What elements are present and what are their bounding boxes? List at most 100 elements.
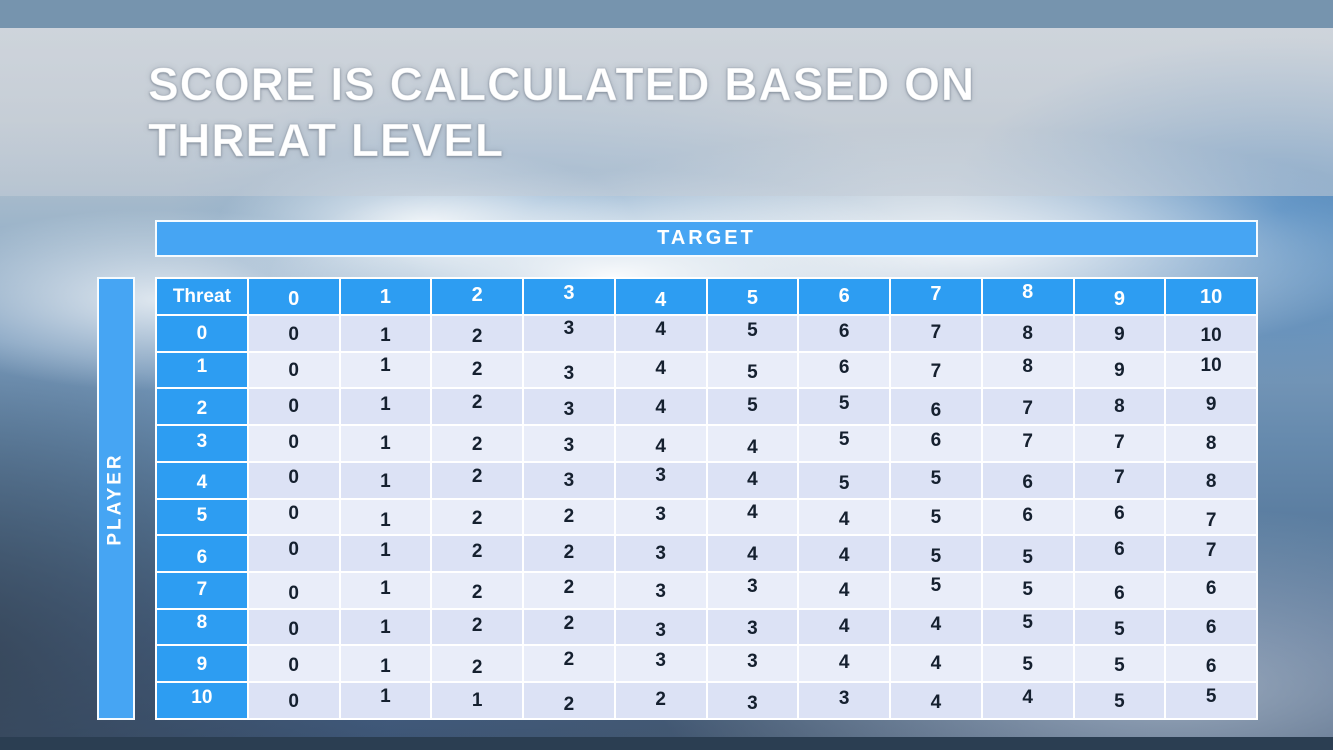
score-cell-text: 3 xyxy=(747,618,758,640)
score-cell-text: 2 xyxy=(563,613,575,635)
score-cell: 2 xyxy=(522,534,616,574)
score-cell: 2 xyxy=(522,607,616,647)
target-label: TARGET xyxy=(657,227,756,249)
score-cell-text: 5 xyxy=(1022,579,1033,601)
col-header: 4 xyxy=(613,277,708,316)
bottom-accent-bar xyxy=(0,737,1333,750)
score-cell: 7 xyxy=(889,350,983,390)
score-cell-text: 5 xyxy=(1205,685,1217,707)
score-cell: 5 xyxy=(889,571,983,610)
score-cell: 4 xyxy=(797,534,891,574)
score-cell: 1 xyxy=(338,681,433,720)
score-cell-text: 3 xyxy=(563,470,575,492)
score-cell-text: 0 xyxy=(288,324,299,346)
score-cell-text: 0 xyxy=(288,654,299,676)
score-cell: 7 xyxy=(1164,497,1258,537)
col-header: 0 xyxy=(246,277,341,316)
table-row: 6 0 1 2 2 3 4 4 5 5 6 7 xyxy=(155,534,1258,574)
score-cell-text: 6 xyxy=(930,399,942,421)
score-cell-text: 0 xyxy=(288,467,299,489)
col-header: 3 xyxy=(522,277,616,316)
score-matrix-table: Threat 0 1 2 3 4 5 6 7 8 9 10 0 0 1 2 3 4 5 6 7 8 9 10 1 0 1 2 3 4 5 6… xyxy=(155,277,1258,720)
score-cell-text: 3 xyxy=(747,692,758,714)
score-cell: 0 xyxy=(246,314,341,353)
score-cell-text: 3 xyxy=(747,576,758,598)
score-cell: 6 xyxy=(1164,644,1258,684)
score-cell-text: 5 xyxy=(747,320,758,342)
col-header: 7 xyxy=(889,277,983,316)
score-cell: 5 xyxy=(797,387,891,427)
score-cell-text: 9 xyxy=(1205,393,1217,415)
score-cell: 1 xyxy=(338,607,433,647)
score-cell-text: 5 xyxy=(930,545,942,567)
col-header: 8 xyxy=(980,277,1075,316)
score-cell-text: 9 xyxy=(1114,360,1125,382)
row-header: 8 xyxy=(155,607,249,647)
score-cell: 9 xyxy=(1164,387,1258,427)
score-cell-text: 5 xyxy=(838,473,850,495)
score-cell: 5 xyxy=(1072,681,1167,720)
score-cell: 6 xyxy=(889,424,983,463)
target-header-bar: TARGET xyxy=(155,220,1258,257)
score-cell-text: 6 xyxy=(1114,538,1125,560)
score-cell-text: 8 xyxy=(1114,395,1125,417)
score-cell-text: 1 xyxy=(380,509,391,531)
score-cell-text: 5 xyxy=(1114,654,1125,676)
score-cell: 0 xyxy=(246,497,341,537)
score-cell: 4 xyxy=(613,424,708,463)
table-row: 8 0 1 2 2 3 3 4 4 5 5 6 xyxy=(155,607,1258,647)
score-cell-text: 3 xyxy=(838,687,850,709)
score-cell-text: 7 xyxy=(930,322,942,344)
score-cell: 4 xyxy=(705,497,800,537)
score-cell: 6 xyxy=(889,387,983,427)
row-header: 5 xyxy=(155,497,249,537)
score-cell: 6 xyxy=(797,350,891,390)
score-cell-text: 5 xyxy=(1022,546,1033,568)
score-cell-text: 5 xyxy=(1114,690,1125,712)
score-cell-text: 4 xyxy=(838,616,850,638)
table-row: 3 0 1 2 3 4 4 5 6 7 7 8 xyxy=(155,424,1258,463)
score-cell-text: 3 xyxy=(747,650,758,672)
score-cell: 6 xyxy=(1164,571,1258,610)
score-cell: 5 xyxy=(889,460,983,500)
score-cell: 4 xyxy=(705,424,800,463)
score-cell-text: 1 xyxy=(380,539,391,561)
score-cell-text: 6 xyxy=(1205,655,1217,677)
score-cell: 9 xyxy=(1072,314,1167,353)
score-cell: 2 xyxy=(430,497,524,537)
player-label: PLAYER xyxy=(105,451,127,546)
score-cell-text: 1 xyxy=(471,689,483,711)
score-cell: 4 xyxy=(613,350,708,390)
col-header: 1 xyxy=(338,277,433,316)
row-header-text: 5 xyxy=(196,504,208,526)
score-cell-text: 0 xyxy=(288,360,299,382)
score-cell-text: 2 xyxy=(471,656,483,678)
score-cell: 2 xyxy=(522,644,616,684)
score-cell-text: 1 xyxy=(380,432,391,454)
score-cell-text: 0 xyxy=(288,395,299,417)
score-cell: 0 xyxy=(246,644,341,684)
score-cell: 2 xyxy=(430,460,524,500)
score-cell: 2 xyxy=(430,534,524,574)
score-cell-text: 5 xyxy=(838,428,850,450)
col-header: 6 xyxy=(797,277,891,316)
score-cell: 3 xyxy=(797,681,891,720)
col-header-text: 10 xyxy=(1200,286,1223,308)
score-cell-text: 2 xyxy=(471,507,483,529)
score-cell-text: 3 xyxy=(655,581,666,603)
score-cell: 3 xyxy=(705,681,800,720)
score-cell-text: 4 xyxy=(930,652,942,674)
score-cell-text: 8 xyxy=(1022,323,1033,345)
score-cell-text: 6 xyxy=(930,429,942,451)
score-cell: 4 xyxy=(980,681,1075,720)
col-header-text: 7 xyxy=(930,283,942,305)
score-cell: 4 xyxy=(613,314,708,353)
score-cell: 2 xyxy=(522,497,616,537)
row-header: 3 xyxy=(155,424,249,463)
score-cell: 0 xyxy=(246,571,341,610)
score-cell: 1 xyxy=(338,534,433,574)
score-cell-text: 3 xyxy=(655,465,666,487)
score-cell: 5 xyxy=(705,350,800,390)
score-cell-text: 4 xyxy=(1022,686,1033,708)
